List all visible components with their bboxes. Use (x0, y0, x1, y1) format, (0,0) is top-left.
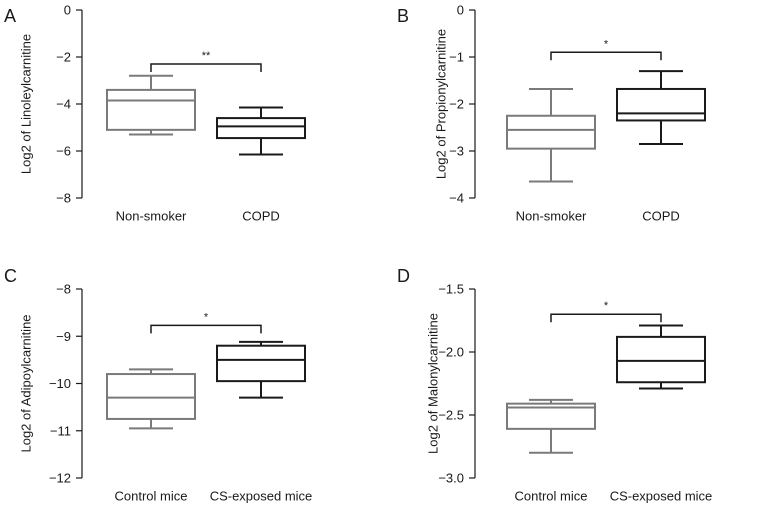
y-tick-label: −2.0 (438, 345, 464, 360)
y-tick-label: 0 (457, 3, 464, 18)
x-category-label: Control mice (515, 489, 588, 504)
box-copd (216, 106, 306, 156)
y-tick-label: −12 (49, 471, 71, 486)
chart-panel-b: B −4 −3 −2 −1 0 Log2 of Propionylcarnitine Non-… (397, 3, 706, 224)
significance-marker: * (604, 300, 609, 312)
y-tick-label: −3 (449, 144, 464, 159)
y-tick-label: −6 (56, 144, 71, 159)
chart-panel-c: C −12 −11 −10 −9 −8 Log2 of Adipoylcarnitine Co… (4, 266, 312, 504)
panel-letter: B (397, 6, 409, 26)
box-control-mice (106, 368, 196, 430)
box-copd (616, 70, 706, 145)
y-tick-label: −11 (50, 423, 71, 438)
y-tick-label: −3.0 (438, 471, 464, 486)
box-cs-exposed-mice (216, 340, 306, 399)
iqr-box (106, 88, 196, 131)
y-tick-label: −8 (56, 191, 71, 206)
iqr-box (216, 117, 306, 140)
box-control-mice (506, 398, 596, 454)
x-category-label: COPD (242, 209, 280, 224)
x-category-label: COPD (642, 209, 680, 224)
x-category-label: CS-exposed mice (210, 489, 313, 504)
y-tick-label: −1.5 (438, 282, 464, 297)
y-tick-label: −8 (56, 282, 71, 297)
panel-letter: A (4, 6, 16, 26)
x-category-label: CS-exposed mice (610, 489, 713, 504)
y-tick-label: −4 (56, 97, 71, 112)
significance-bracket (550, 313, 662, 323)
y-tick-label: −2 (56, 50, 71, 65)
box-non-smoker (506, 87, 596, 183)
box-cs-exposed-mice (616, 324, 706, 390)
y-tick-label: −4 (449, 191, 464, 206)
panel-letter: C (4, 266, 17, 286)
x-category-label: Control mice (115, 489, 188, 504)
y-tick-label: −9 (56, 329, 71, 344)
y-tick-label: −2.5 (438, 408, 464, 423)
y-axis-label: Log2 of Propionylcarnitine (434, 29, 449, 179)
iqr-box (216, 344, 306, 383)
y-tick-label: −1 (449, 50, 464, 65)
chart-panel-a: A −8 −6 −4 −2 0 Log2 of Linoleylcarnitine Non-s… (4, 3, 306, 224)
iqr-box (106, 373, 196, 420)
chart-panel-d: D −3.0 −2.5 −2.0 −1.5 Log2 of Malonylcarnitin… (397, 266, 712, 504)
x-category-label: Non-smoker (116, 209, 187, 224)
significance-bracket (150, 63, 262, 73)
y-tick-label: 0 (64, 3, 71, 18)
iqr-box (616, 335, 706, 384)
box-non-smoker (106, 74, 196, 136)
significance-marker: * (604, 38, 609, 50)
significance-bracket (150, 324, 262, 334)
x-category-label: Non-smoker (516, 209, 587, 224)
iqr-box (616, 87, 706, 122)
significance-marker: ** (202, 50, 211, 62)
y-tick-label: −2 (449, 97, 464, 112)
significance-marker: * (204, 311, 209, 323)
iqr-box (506, 114, 596, 150)
y-axis-label: Log2 of Linoleylcarnitine (19, 34, 34, 174)
y-axis-label: Log2 of Malonylcarnitine (426, 313, 441, 454)
panel-letter: D (397, 266, 410, 286)
y-axis-label: Log2 of Adipoylcarnitine (19, 314, 34, 452)
y-tick-label: −10 (49, 376, 71, 391)
significance-bracket (550, 51, 662, 61)
